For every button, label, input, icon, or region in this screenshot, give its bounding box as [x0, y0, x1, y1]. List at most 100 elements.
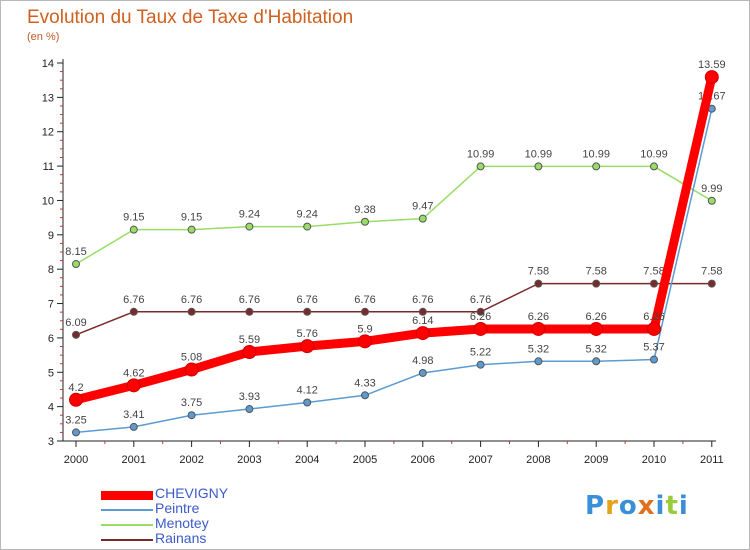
series-line-peintre: [75, 107, 713, 434]
data-label-rainans: 7.58: [701, 266, 722, 278]
x-tick-label: 2007: [468, 454, 492, 466]
data-label-rainans: 6.09: [65, 317, 86, 329]
data-point-menotey: [707, 196, 716, 205]
data-point-chevigny: [69, 392, 83, 407]
x-tick-label: 2008: [526, 454, 550, 466]
data-point-chevigny: [704, 70, 719, 85]
series-line-menotey: [75, 165, 713, 265]
data-label-rainans: 6.76: [239, 294, 260, 306]
legend-swatch: [101, 524, 153, 526]
logo-letter: o: [618, 491, 638, 521]
data-label-menotey: 9.15: [181, 212, 202, 224]
data-point-menotey: [476, 162, 485, 171]
chart-title: Evolution du Taux de Taxe d'Habitation: [27, 7, 354, 28]
data-point-menotey: [418, 214, 427, 223]
data-point-peintre: [303, 398, 312, 407]
x-tick-label: 2002: [179, 454, 203, 466]
y-tick-label: 7: [48, 299, 54, 311]
data-label-chevigny: 6.26: [528, 311, 549, 323]
legend-label: Peintre: [155, 500, 200, 516]
data-point-rainans: [129, 307, 138, 316]
x-tick-label: 2006: [411, 454, 435, 466]
data-label-rainans: 6.76: [181, 294, 202, 306]
data-point-chevigny: [531, 321, 546, 336]
data-point-rainans: [361, 307, 369, 316]
data-point-peintre: [129, 422, 138, 431]
data-point-peintre: [187, 411, 196, 420]
data-point-rainans: [650, 279, 658, 288]
data-label-chevigny: 5.76: [296, 328, 317, 340]
data-point-menotey: [72, 260, 80, 269]
data-point-peintre: [650, 355, 658, 364]
y-tick-label: 4: [48, 402, 54, 414]
data-label-peintre: 5.32: [528, 343, 549, 355]
data-label-peintre: 3.75: [181, 397, 202, 409]
x-tick-label: 2010: [642, 454, 666, 466]
data-point-rainans: [245, 307, 254, 316]
data-label-rainans: 6.76: [354, 294, 375, 306]
data-label-chevigny: 6.26: [643, 311, 664, 323]
data-point-rainans: [592, 279, 601, 288]
data-label-rainans: 7.58: [643, 266, 664, 278]
data-point-chevigny: [647, 321, 661, 336]
data-label-menotey: 9.38: [354, 204, 375, 216]
x-tick-label: 2009: [584, 454, 608, 466]
logo-letter: i: [655, 491, 666, 521]
y-tick-label: 12: [42, 127, 54, 139]
y-tick-label: 13: [42, 92, 54, 104]
data-point-menotey: [303, 222, 312, 231]
data-label-peintre: 4.33: [354, 377, 375, 389]
legend-label: CHEVIGNY: [155, 485, 229, 501]
data-point-chevigny: [589, 321, 604, 336]
data-label-rainans: 6.76: [470, 294, 491, 306]
data-label-menotey: 10.99: [640, 148, 668, 160]
logo-letter: x: [637, 491, 656, 521]
data-point-menotey: [650, 162, 658, 171]
data-label-chevigny: 5.59: [239, 334, 260, 346]
data-label-peintre: 5.37: [643, 342, 664, 354]
series-line-rainans: [75, 282, 713, 336]
y-tick-label: 9: [48, 230, 54, 242]
data-label-menotey: 9.15: [123, 212, 144, 224]
y-tick-label: 14: [42, 58, 54, 70]
data-point-peintre: [418, 368, 427, 377]
data-point-chevigny: [300, 339, 315, 354]
data-label-rainans: 7.58: [585, 266, 606, 278]
x-tick-label: 2000: [64, 454, 88, 466]
data-label-peintre: 5.22: [470, 347, 491, 359]
y-tick-label: 8: [48, 264, 54, 276]
y-tick-label: 5: [48, 367, 54, 379]
legend-label: Rainans: [155, 530, 207, 546]
data-point-chevigny: [473, 321, 488, 336]
data-label-peintre: 3.41: [123, 409, 144, 421]
data-point-peintre: [245, 405, 254, 414]
data-label-chevigny: 6.26: [585, 311, 606, 323]
legend-swatch: [101, 491, 153, 500]
x-tick-label: 2003: [237, 454, 261, 466]
y-tick-label: 11: [43, 161, 54, 173]
data-label-menotey: 9.99: [701, 183, 722, 195]
data-label-chevigny: 5.9: [357, 323, 372, 335]
data-point-rainans: [418, 307, 427, 316]
data-label-chevigny: 6.14: [412, 315, 433, 327]
data-label-menotey: 8.15: [65, 246, 86, 258]
data-label-menotey: 9.24: [296, 209, 317, 221]
data-point-peintre: [534, 357, 543, 366]
data-point-rainans: [476, 307, 485, 316]
data-point-rainans: [303, 307, 312, 316]
legend-swatch: [101, 539, 153, 541]
data-point-peintre: [476, 360, 485, 369]
x-tick-label: 2011: [700, 454, 724, 466]
data-point-menotey: [187, 225, 196, 234]
x-tick-label: 2001: [122, 454, 146, 466]
logo-letter: r: [605, 491, 619, 521]
data-point-chevigny: [358, 334, 372, 349]
data-label-peintre: 4.12: [296, 385, 317, 397]
data-point-menotey: [534, 162, 543, 171]
data-point-rainans: [187, 307, 196, 316]
data-point-chevigny: [184, 362, 199, 377]
data-label-chevigny: 6.26: [470, 311, 491, 323]
data-point-peintre: [592, 357, 601, 366]
data-label-menotey: 9.47: [412, 201, 433, 213]
data-label-chevigny: 4.2: [68, 382, 83, 394]
